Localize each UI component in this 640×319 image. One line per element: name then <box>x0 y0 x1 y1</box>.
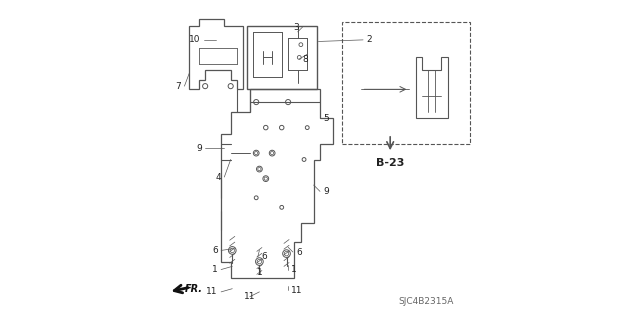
Bar <box>342 22 470 144</box>
Text: 9: 9 <box>323 187 329 196</box>
Text: 8: 8 <box>303 55 308 63</box>
Bar <box>246 26 317 89</box>
Text: FR.: FR. <box>184 284 202 294</box>
Text: 1: 1 <box>291 265 297 274</box>
Text: B-23: B-23 <box>376 158 404 168</box>
Text: 2: 2 <box>366 35 372 44</box>
Text: 11: 11 <box>244 292 255 301</box>
Text: 6: 6 <box>212 246 218 255</box>
Text: 7: 7 <box>175 82 181 91</box>
Text: 9: 9 <box>196 144 202 153</box>
Text: 6: 6 <box>296 248 302 256</box>
Text: 11: 11 <box>291 286 303 295</box>
Text: 1: 1 <box>257 268 262 277</box>
Text: 3: 3 <box>294 23 300 32</box>
Text: 10: 10 <box>189 35 200 44</box>
Text: 11: 11 <box>207 287 218 296</box>
Text: SJC4B2315A: SJC4B2315A <box>399 297 454 306</box>
Text: 5: 5 <box>323 114 329 122</box>
Text: 1: 1 <box>212 265 218 274</box>
Text: 6: 6 <box>261 252 267 261</box>
Text: 4: 4 <box>216 173 221 182</box>
